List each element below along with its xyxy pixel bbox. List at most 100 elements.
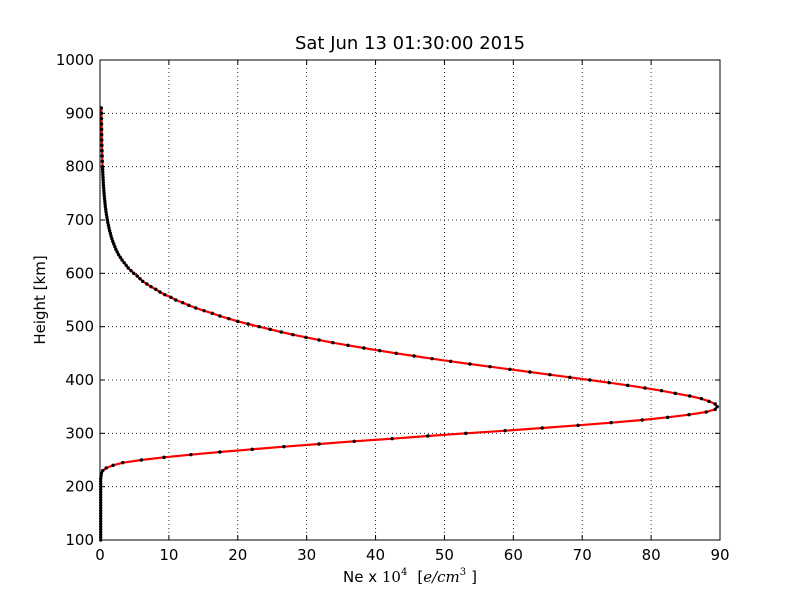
data-point [135, 274, 139, 278]
data-point [390, 436, 394, 441]
data-point [162, 455, 166, 460]
data-point [540, 426, 544, 430]
data-point [104, 207, 108, 212]
data-point [99, 122, 104, 126]
data-point [102, 191, 106, 196]
data-point [100, 132, 104, 137]
x-tick-label: 20 [228, 546, 247, 564]
data-point [118, 255, 123, 260]
data-point [468, 362, 472, 366]
data-point [503, 428, 507, 433]
y-tick-label: 900 [65, 104, 94, 122]
data-point [99, 111, 104, 116]
data-point [528, 370, 532, 374]
x-label-unit-open: [ [417, 568, 423, 586]
data-point [104, 466, 108, 470]
data-point [268, 327, 272, 332]
data-point [100, 159, 105, 164]
data-point [102, 194, 106, 198]
data-point [715, 404, 719, 409]
data-point [138, 276, 142, 281]
data-point [112, 242, 116, 246]
data-point [704, 410, 708, 414]
data-point [122, 260, 126, 265]
data-point [99, 471, 104, 476]
data-point [109, 234, 113, 238]
data-point [120, 258, 124, 262]
data-point [488, 364, 492, 369]
y-tick-label: 600 [65, 264, 94, 282]
data-point [104, 212, 109, 217]
data-point [113, 244, 117, 249]
data-point [346, 343, 350, 348]
data-point [132, 271, 136, 276]
x-label-unit-exp: 3 [460, 567, 466, 578]
y-tick-label: 100 [65, 531, 94, 549]
data-point [99, 106, 104, 110]
data-point [317, 442, 321, 446]
data-point [99, 127, 104, 132]
data-point [158, 290, 162, 294]
data-point [100, 148, 104, 153]
data-point [194, 306, 198, 310]
data-point [116, 252, 121, 257]
data-point [548, 372, 552, 377]
data-point [139, 458, 144, 462]
data-point [100, 143, 104, 148]
data-point [111, 463, 115, 468]
data-point [189, 452, 193, 457]
data-point [102, 188, 106, 193]
data-point [448, 359, 453, 364]
data-point [377, 348, 382, 353]
data-point [102, 196, 107, 201]
data-point [106, 223, 111, 228]
y-axis-label: Height [km] [31, 255, 49, 344]
x-tick-label: 90 [710, 546, 729, 564]
data-point [154, 287, 158, 292]
data-point [145, 282, 149, 286]
data-point [100, 167, 105, 172]
data-point [665, 415, 670, 420]
data-point [101, 172, 105, 177]
data-point [101, 186, 106, 190]
data-point [362, 346, 366, 350]
x-label-prefix: Ne x [343, 568, 382, 586]
data-point [101, 175, 105, 180]
data-point [687, 394, 692, 398]
data-point [304, 335, 308, 340]
plot-lines [98, 106, 719, 542]
data-point [464, 431, 468, 436]
data-point [141, 279, 145, 284]
data-point [115, 250, 119, 254]
grid [99, 59, 721, 541]
data-point [100, 138, 104, 142]
data-point [394, 351, 398, 356]
data-point [106, 220, 110, 225]
x-tick-label: 40 [366, 546, 385, 564]
x-tick-label: 80 [642, 546, 661, 564]
x-tick-label: 10 [159, 546, 178, 564]
data-point [250, 447, 254, 452]
data-point [124, 263, 128, 268]
data-point [101, 468, 105, 473]
data-point [673, 391, 677, 396]
data-point [352, 439, 356, 444]
data-point [202, 308, 206, 313]
data-point [426, 434, 430, 438]
data-point [114, 247, 118, 252]
data-point [588, 378, 592, 382]
x-axis-label: Ne x 104 [e/cm3] [343, 567, 477, 586]
data-point [707, 399, 711, 404]
data-point [169, 295, 173, 300]
data-point [640, 418, 644, 422]
data-point [103, 202, 107, 206]
data-point [210, 311, 214, 316]
data-point [100, 164, 105, 169]
chart-title: Sat Jun 13 01:30:00 2015 [295, 33, 525, 54]
data-point [659, 388, 664, 393]
plot-frame [99, 59, 721, 541]
x-tick-label: 50 [435, 546, 454, 564]
data-point [103, 204, 108, 209]
axis-ticks: 0 10 20 30 40 50 60 70 80 90 100 200 300 400 500 600 700… [56, 51, 730, 564]
data-point [129, 268, 133, 273]
